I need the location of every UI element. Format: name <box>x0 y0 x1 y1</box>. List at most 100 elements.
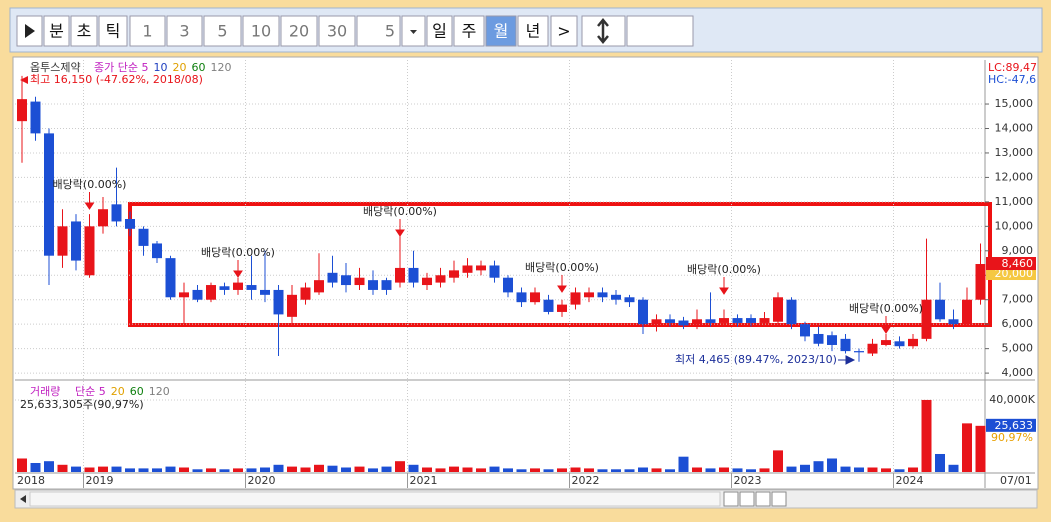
volume-bar <box>260 467 270 472</box>
scroll-control[interactable] <box>739 491 755 507</box>
candle-body <box>435 275 446 283</box>
toolbar-button[interactable] <box>426 15 453 47</box>
toolbar-button[interactable] <box>166 15 203 47</box>
candle-body <box>921 299 932 339</box>
toolbar-button-label: 10 <box>251 22 271 41</box>
fit-icon <box>597 18 609 44</box>
scroll-control[interactable] <box>771 491 787 507</box>
volume-bar <box>921 399 932 472</box>
toolbar-button-label: 분 <box>49 22 64 41</box>
volume-bar <box>30 462 41 472</box>
candle-body <box>273 289 284 315</box>
toolbar-button-label: 5 <box>217 22 227 41</box>
volume-bar <box>368 468 378 472</box>
candle-body <box>327 272 338 283</box>
candle-body <box>638 299 648 325</box>
dividend-arrow <box>84 192 95 210</box>
toolbar-button[interactable] <box>356 15 401 47</box>
legend-item: 종가 단순 5 <box>94 61 148 74</box>
volume-bar <box>125 468 135 472</box>
volume-bar <box>17 458 27 472</box>
candle-body <box>489 265 500 278</box>
scroll-left[interactable] <box>20 495 26 503</box>
toolbar-button[interactable] <box>98 15 128 47</box>
volume-bar <box>867 467 878 472</box>
y-tick-label: 15,000 <box>995 97 1034 110</box>
dividend-label: 배당락(0.00%) <box>849 302 923 315</box>
y-tick-label: 13,000 <box>995 146 1034 159</box>
candle-body <box>705 319 716 323</box>
candle-body <box>179 292 189 298</box>
candle-body <box>827 335 837 345</box>
y-tick-label: 40,000K <box>989 393 1035 406</box>
toolbar-button[interactable] <box>453 15 485 47</box>
candle-body <box>557 304 567 312</box>
toolbar-button-label: 3 <box>179 22 189 41</box>
play-icon <box>25 24 35 38</box>
volume-bar <box>489 466 500 472</box>
volume-bar <box>557 468 567 472</box>
y-tick-label: 12,000 <box>995 170 1034 183</box>
candle-body <box>597 292 608 298</box>
volume-bar <box>287 466 297 472</box>
volume-bar <box>962 423 972 472</box>
toolbar-button-label: 월 <box>494 22 509 41</box>
toolbar-button[interactable] <box>485 15 517 47</box>
dividend-label: 배당락(0.00%) <box>363 205 437 218</box>
dropdown-icon <box>410 30 417 34</box>
dividend-label: 배당락(0.00%) <box>525 261 599 274</box>
candle-body <box>30 101 41 134</box>
candle-body <box>341 275 351 286</box>
scroll-thumb[interactable] <box>29 491 721 507</box>
volume-bar <box>800 464 810 472</box>
candle-body <box>773 297 783 322</box>
toolbar-button-label: 틱 <box>106 22 121 41</box>
candle-body <box>57 226 68 256</box>
candle-body <box>651 319 662 325</box>
volume-bar <box>773 450 783 472</box>
dividend-arrow <box>233 260 243 278</box>
candle-body <box>246 285 257 290</box>
volume-bar <box>57 464 68 472</box>
candle-body <box>935 299 945 320</box>
ma-badge-label: 20,000 <box>995 267 1034 280</box>
candle-body <box>260 289 270 295</box>
volume-bar <box>503 468 513 472</box>
toolbar-button[interactable] <box>203 15 242 47</box>
candle-body <box>584 292 594 298</box>
volume-bar <box>543 469 554 472</box>
volume-bar <box>719 467 729 472</box>
scroll-control[interactable] <box>723 491 739 507</box>
volume-bar <box>935 453 945 472</box>
toolbar-button-label: > <box>557 22 570 41</box>
toolbar-button[interactable] <box>550 15 578 47</box>
candle-body <box>732 318 743 323</box>
candle-body <box>462 265 473 273</box>
volume-bar <box>705 468 716 472</box>
toolbar-button[interactable] <box>517 15 549 47</box>
toolbar-button[interactable] <box>43 15 70 47</box>
volume-bar <box>98 466 108 472</box>
candle-body <box>449 270 459 278</box>
toolbar-button[interactable] <box>129 15 166 47</box>
toolbar-button[interactable] <box>242 15 280 47</box>
volume-badge-label: 25,633 <box>995 419 1034 432</box>
toolbar-button[interactable] <box>280 15 318 47</box>
candle-body <box>867 343 878 354</box>
candle-body <box>746 318 756 323</box>
y-tick-label: 4,000 <box>1002 366 1034 379</box>
candle-body <box>422 277 432 286</box>
volume-summary: 25,633,305주(90,97%) <box>20 398 144 411</box>
dividend-arrow <box>395 219 405 237</box>
toolbar-button[interactable] <box>318 15 356 47</box>
ma-badge <box>986 268 1036 281</box>
chart-panel <box>12 56 1039 490</box>
toolbar-button[interactable] <box>70 15 98 47</box>
toolbar-button-label: 1 <box>142 22 152 41</box>
scroll-control[interactable] <box>755 491 771 507</box>
candle-body <box>854 351 864 353</box>
input-box[interactable] <box>626 15 694 47</box>
hc-label: HC:-47,6 <box>988 73 1036 86</box>
volume-bar <box>908 467 918 472</box>
x-tick-label: 2023 <box>734 474 762 487</box>
